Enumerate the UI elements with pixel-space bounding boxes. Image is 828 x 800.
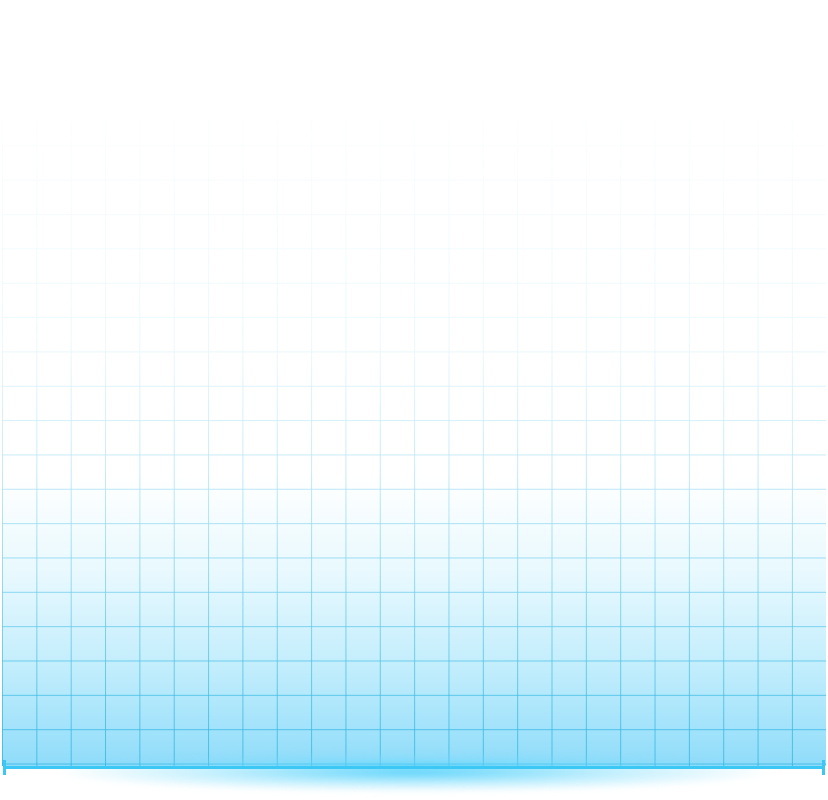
baseline-left-tick <box>3 760 6 775</box>
baseline-right-tick <box>822 760 825 775</box>
baseline <box>4 766 824 769</box>
grid-lines <box>2 120 826 766</box>
baseline-glow <box>60 752 768 792</box>
